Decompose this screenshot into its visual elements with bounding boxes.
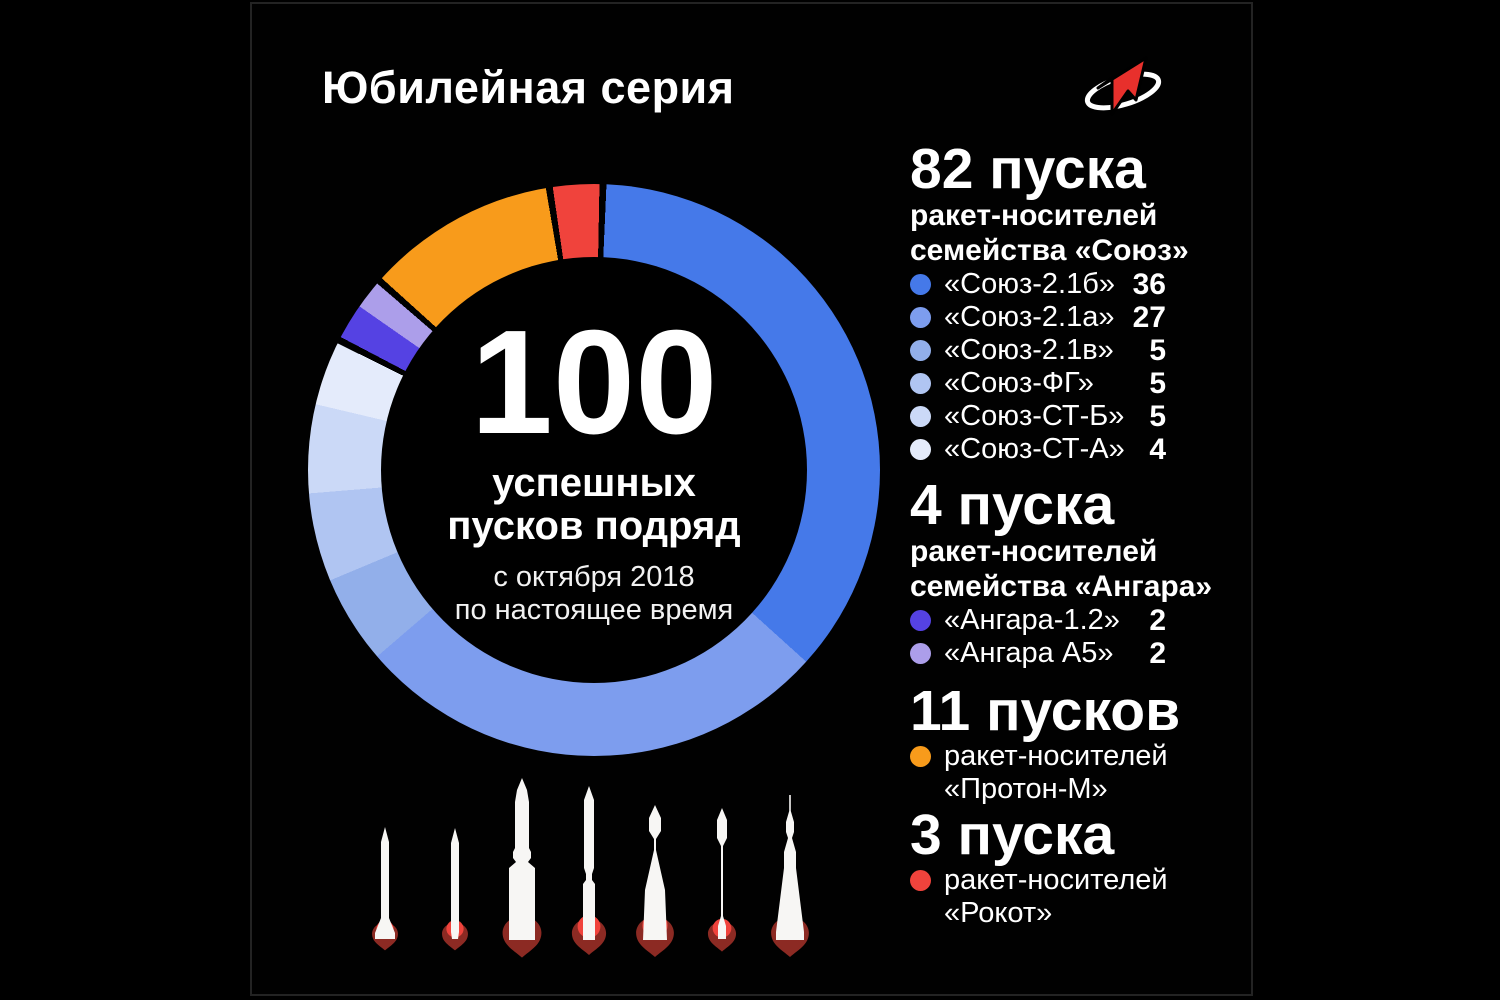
legend-line-text: ракет-носителей: [944, 740, 1168, 772]
legend-line: ракет-носителей: [910, 740, 1188, 773]
legend-section-proton: 11 пусков ракет-носителей «Протон-М»: [910, 682, 1188, 806]
page-title: Юбилейная серия: [322, 62, 735, 113]
legend-item-label: «Союз-СТ-А»: [944, 433, 1125, 465]
legend-item-value: 5: [1149, 399, 1166, 433]
section-subheading: ракет-носителей: [910, 535, 1158, 568]
legend-line-text: «Протон-М»: [944, 773, 1108, 805]
legend-item-value: 27: [1132, 300, 1166, 334]
rokot-bullet-icon: [910, 870, 931, 891]
rocket-silhouette-1: [372, 827, 398, 951]
legend-bullet-icon: [910, 340, 931, 361]
donut-center: 100 успешных пусков подряд с октября 201…: [381, 257, 807, 683]
legend-section-rokot: 3 пуска ракет-носителей «Рокот»: [910, 806, 1188, 930]
legend-item-value: 4: [1149, 432, 1166, 466]
center-line2: пусков подряд: [447, 503, 741, 548]
legend-item-label: «Союз-2.1б»: [944, 268, 1115, 300]
legend-line: ракет-носителей: [910, 864, 1188, 897]
legend: 82 пуска ракет-носителей семейства «Союз…: [910, 137, 1213, 930]
rocket-silhouette-4: [571, 786, 607, 955]
center-subtitle-1: с октября 2018: [493, 561, 695, 594]
section-heading: 11 пусков: [910, 679, 1181, 743]
section-heading: 4 пуска: [910, 473, 1115, 537]
legend-bullet-icon: [910, 373, 931, 394]
legend-item-label: «Ангара А5»: [944, 637, 1114, 669]
section-subheading: ракет-носителей: [910, 199, 1158, 232]
legend-item-value: 5: [1149, 333, 1166, 367]
legend-bullet-icon: [910, 406, 931, 427]
legend-bullet-icon: [910, 307, 931, 328]
section-subheading: семейства «Ангара»: [910, 570, 1213, 603]
legend-item-label: «Ангара-1.2»: [944, 604, 1120, 636]
legend-item-value: 36: [1132, 267, 1166, 301]
legend-item-value: 2: [1149, 603, 1166, 637]
proton-bullet-icon: [910, 746, 931, 767]
center-value: 100: [470, 300, 718, 466]
legend-item: «Союз-2.1б» 36: [910, 268, 1172, 301]
legend-item: «Союз-СТ-А» 4: [910, 433, 1172, 466]
rocket-silhouette-7: [771, 795, 809, 957]
legend-items-angara: «Ангара-1.2» 2 «Ангара А5» 2: [910, 604, 1188, 670]
roscosmos-logo-icon: [1084, 56, 1162, 116]
legend-item: «Союз-ФГ» 5: [910, 367, 1172, 400]
legend-item-value: 5: [1149, 366, 1166, 400]
section-heading: 82 пуска: [910, 137, 1146, 201]
section-heading: 3 пуска: [910, 803, 1115, 867]
legend-item-value: 2: [1149, 636, 1166, 670]
donut-chart: 100 успешных пусков подряд с октября 201…: [308, 184, 880, 756]
legend-item-label: «Союз-СТ-Б»: [944, 400, 1125, 432]
legend-item-label: «Союз-ФГ»: [944, 367, 1094, 399]
legend-items-soyuz: «Союз-2.1б» 36 «Союз-2.1а» 27 «Союз-2.1в» 5 «С…: [910, 268, 1188, 466]
legend-line-text: ракет-носителей: [944, 864, 1168, 896]
legend-section-soyuz: 82 пуска ракет-носителей семейства «Союз…: [910, 137, 1189, 466]
legend-bullet-icon: [910, 439, 931, 460]
rocket-silhouette-2: [442, 828, 468, 951]
legend-bullet-icon: [910, 643, 931, 664]
rocket-silhouette-5: [636, 805, 674, 957]
legend-item: «Союз-СТ-Б» 5: [910, 400, 1172, 433]
legend-item: «Союз-2.1а» 27: [910, 301, 1172, 334]
center-subtitle-2: по настоящее время: [454, 594, 734, 627]
legend-item-label: «Союз-2.1а»: [944, 301, 1115, 333]
rocket-silhouette-6: [707, 808, 737, 952]
legend-item-label: «Союз-2.1в»: [944, 334, 1114, 366]
legend-item: «Союз-2.1в» 5: [910, 334, 1172, 367]
rocket-silhouette-3: [502, 778, 542, 958]
legend-item: «Ангара А5» 2: [910, 637, 1172, 670]
legend-item: «Ангара-1.2» 2: [910, 604, 1172, 637]
section-subheading: семейства «Союз»: [910, 234, 1189, 267]
center-line1: успешных: [492, 460, 696, 505]
legend-bullet-icon: [910, 274, 931, 295]
legend-line-text: «Рокот»: [944, 897, 1053, 929]
legend-bullet-icon: [910, 610, 931, 631]
legend-section-angara: 4 пуска ракет-носителей семейства «Ангар…: [910, 473, 1213, 670]
